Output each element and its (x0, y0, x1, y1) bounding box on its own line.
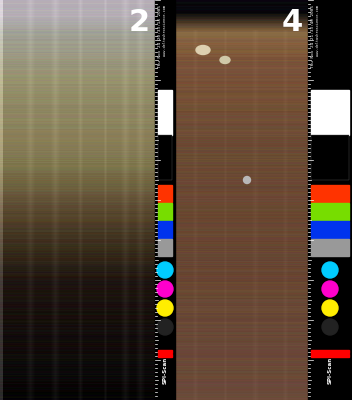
Circle shape (322, 319, 338, 335)
Text: SPI-Scan: SPI-Scan (327, 356, 333, 384)
Circle shape (322, 262, 338, 278)
Ellipse shape (220, 56, 230, 64)
Circle shape (244, 176, 251, 184)
Bar (311, 90, 349, 135)
Circle shape (157, 319, 173, 335)
Bar (311, 185, 349, 202)
Bar (158, 90, 172, 135)
Bar (158, 350, 172, 353)
Bar (158, 203, 172, 220)
Bar (308, 0, 352, 400)
Text: SPI-Scan: SPI-Scan (163, 356, 168, 384)
Circle shape (322, 300, 338, 316)
Text: Thu Nov 24 20:33:14 2005: Thu Nov 24 20:33:14 2005 (158, 5, 162, 68)
Text: www.deltashroscience.com: www.deltashroscience.com (163, 5, 167, 56)
Ellipse shape (196, 46, 210, 54)
Bar (158, 135, 172, 180)
Bar (158, 185, 172, 202)
Bar (311, 135, 349, 180)
Bar (311, 203, 349, 220)
Text: 2: 2 (129, 8, 150, 37)
Bar (158, 221, 172, 238)
Bar (311, 239, 349, 256)
Circle shape (157, 281, 173, 297)
Bar (158, 354, 172, 357)
Circle shape (157, 262, 173, 278)
Bar (311, 350, 349, 353)
Bar (311, 221, 349, 238)
Circle shape (322, 281, 338, 297)
Bar (158, 239, 172, 256)
Bar (155, 0, 175, 400)
Text: 4: 4 (282, 8, 303, 37)
Text: www.deltashroscience.com: www.deltashroscience.com (316, 5, 320, 56)
Bar (311, 354, 349, 357)
Text: Thu Nov 24 21:33:40 2005: Thu Nov 24 21:33:40 2005 (311, 5, 315, 68)
Circle shape (157, 300, 173, 316)
